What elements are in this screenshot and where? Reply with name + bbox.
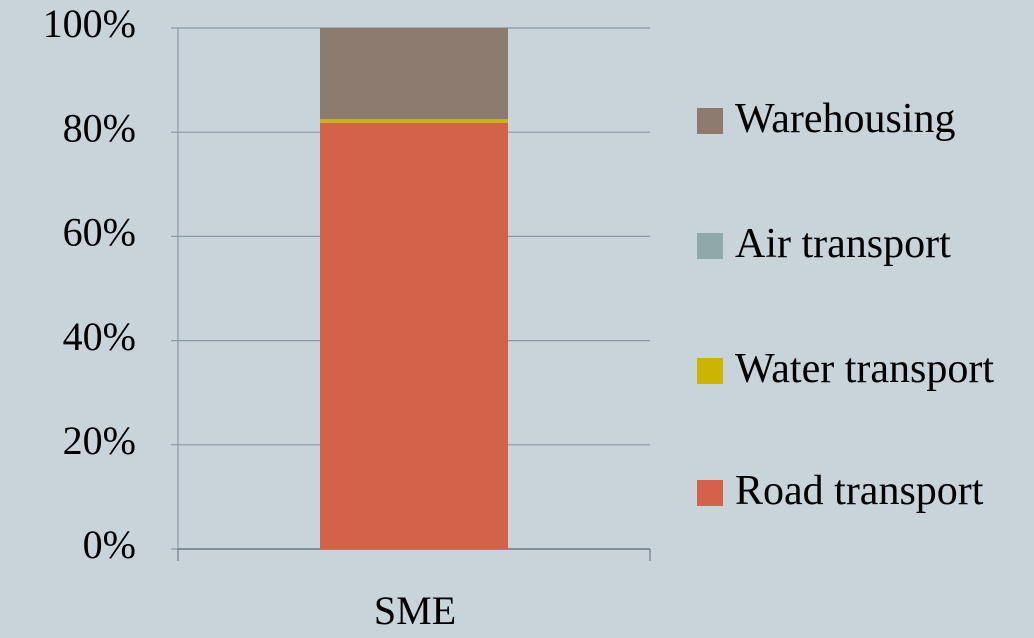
legend-label: Air transport (735, 221, 951, 267)
legend-swatch (697, 108, 723, 134)
legend-label: Water transport (735, 346, 995, 392)
bar-segment (320, 119, 508, 123)
legend-swatch (697, 480, 723, 506)
legend-item: Water transport (697, 344, 1025, 394)
y-tick-label: 20% (63, 418, 136, 463)
legend-label: Road transport (735, 468, 984, 514)
bar-segment (320, 119, 508, 120)
legend-swatch (697, 233, 723, 259)
legend-item: Warehousing (697, 94, 1025, 144)
y-tick-label: 60% (63, 210, 136, 255)
legend-swatch (697, 358, 723, 384)
y-tick-label: 80% (63, 105, 136, 150)
legend-item: Road transport (697, 466, 1025, 516)
y-tick-label: 40% (63, 314, 136, 359)
bar-segment (320, 122, 508, 550)
y-tick-label: 0% (83, 522, 136, 567)
y-tick-label: 100% (43, 1, 136, 46)
legend-item: Air transport (697, 219, 1025, 269)
x-tick-label: SME (374, 588, 456, 633)
legend-label: Warehousing (735, 96, 956, 142)
bar-segment (320, 28, 508, 120)
